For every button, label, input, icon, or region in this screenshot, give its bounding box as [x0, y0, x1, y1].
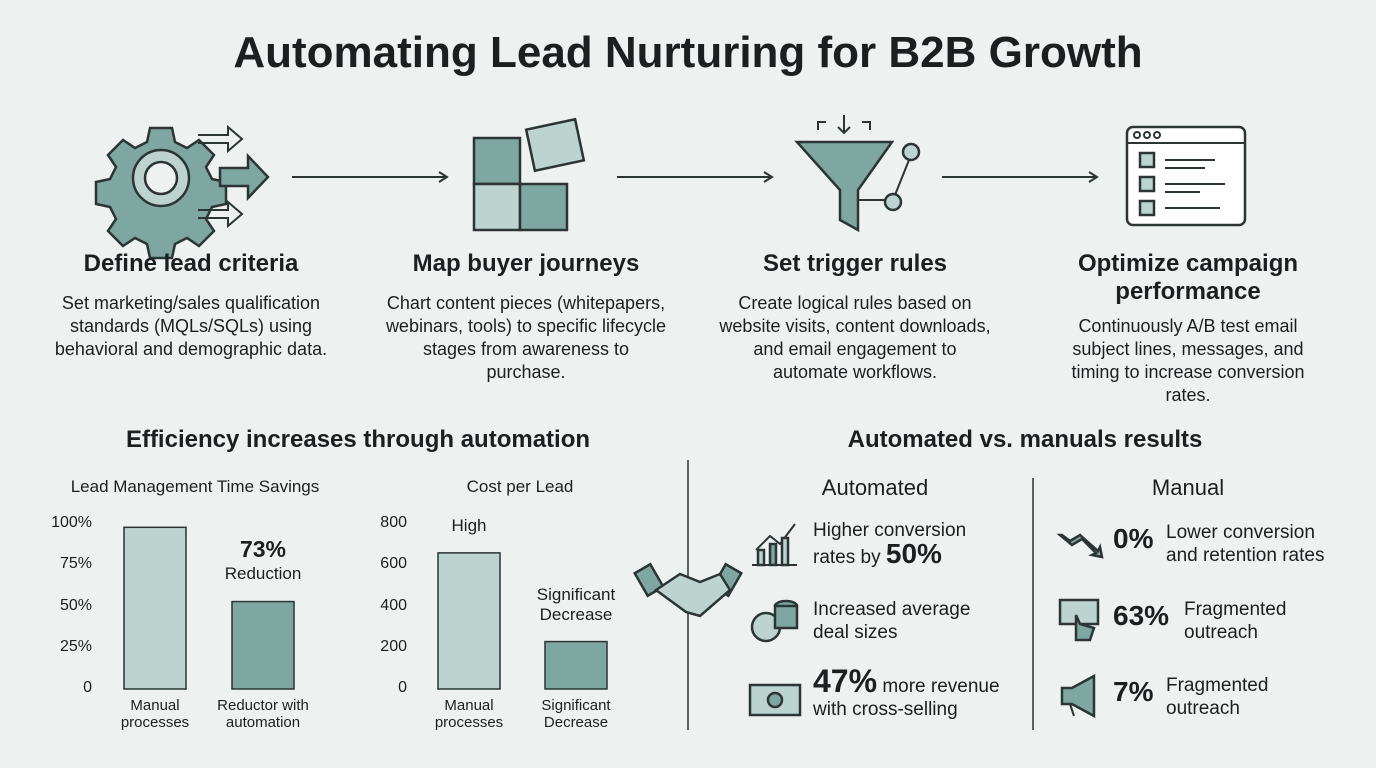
x-tick-label: Manual processes — [120, 697, 190, 731]
funnel-icon — [794, 115, 921, 233]
step-title: Set trigger rules — [762, 250, 948, 277]
annotation: Significant Decrease — [536, 585, 616, 624]
y-tick-label: 800 — [380, 514, 407, 531]
step-title: Optimize campaign performance — [1077, 250, 1299, 305]
result-text: Lower conversion and retention rates — [1166, 522, 1325, 566]
result-figure: 63% — [1113, 600, 1170, 631]
checklist-icon — [1125, 125, 1247, 227]
result-item: Increased average deal sizes — [813, 598, 983, 644]
chart-title: Lead Management Time Savings — [70, 477, 320, 496]
gear-icon — [94, 124, 270, 260]
column-title: Manual — [1151, 475, 1225, 500]
step-text: Create logical rules based on website vi… — [719, 293, 991, 382]
y-tick-label: 200 — [380, 637, 407, 655]
step-title: Map buyer journeys — [412, 250, 640, 277]
y-tick-label: 0 — [398, 679, 407, 696]
puzzle-icon — [472, 117, 586, 232]
annotation: 73% — [239, 536, 287, 562]
step-arrows — [292, 171, 1099, 183]
chart-title: Cost per Lead — [466, 477, 574, 496]
y-tick-label: 25% — [59, 637, 92, 655]
y-tick-label: 400 — [380, 596, 407, 614]
bar — [437, 552, 501, 690]
step-text: Set marketing/sales qualification standa… — [54, 293, 328, 359]
section-title: Automated vs. manuals results — [847, 426, 1203, 453]
result-item: Higher conversion rates by 50% — [813, 519, 983, 569]
step-text: Continuously A/B test email subject line… — [1071, 316, 1305, 405]
bar — [123, 526, 187, 690]
y-tick-label: 75% — [59, 555, 92, 573]
result-figure: 0% — [1113, 523, 1154, 554]
result-figure: 7% — [1113, 676, 1154, 707]
step-text: Chart content pieces (whitepapers, webin… — [385, 293, 667, 382]
x-tick-label: Reductor with automation — [217, 697, 309, 731]
y-tick-label: 600 — [380, 555, 407, 573]
y-tick-label: 50% — [59, 596, 92, 614]
result-text: more revenue with cross-selling — [813, 676, 1000, 720]
result-icons — [748, 523, 1104, 719]
annotation: High — [451, 516, 487, 535]
bar — [544, 640, 608, 690]
result-text: Fragmented outreach — [1184, 599, 1287, 643]
x-tick-label: Significant Decrease — [541, 697, 611, 731]
bar — [231, 600, 295, 690]
annotation: Reduction — [224, 564, 302, 583]
result-text: Fragmented outreach — [1166, 675, 1269, 719]
result-figure: 50% — [885, 538, 942, 569]
handshake-icon — [632, 562, 744, 618]
result-figure: 47% — [813, 663, 878, 699]
x-tick-label: Manual processes — [434, 697, 504, 731]
result-item: 47% more revenue with cross-selling — [813, 665, 1023, 721]
step-title: Define lead criteria — [83, 250, 299, 277]
result-text: Increased average deal sizes — [813, 599, 971, 643]
section-title: Efficiency increases through automation — [125, 426, 591, 453]
column-title: Automated — [821, 475, 929, 500]
page-title: Automating Lead Nurturing for B2B Growth — [233, 28, 1143, 77]
result-text: Higher conversion rates by — [813, 520, 967, 568]
y-tick-label: 0 — [83, 679, 92, 696]
y-tick-label: 100% — [51, 514, 92, 531]
